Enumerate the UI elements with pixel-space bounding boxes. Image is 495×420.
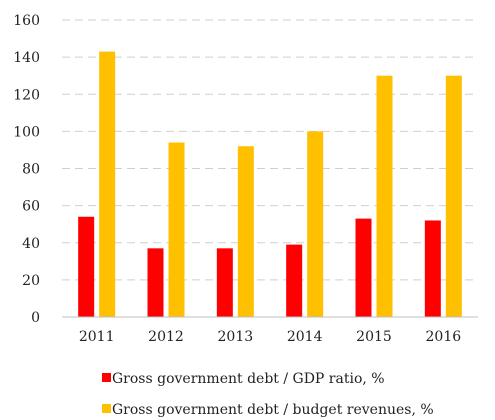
legend-swatch-0	[102, 373, 111, 382]
bars	[78, 51, 462, 318]
bar-series0-2013	[216, 248, 233, 317]
x-tick-label-2013: 2013	[218, 329, 254, 345]
bar-series0-2015	[355, 218, 372, 317]
x-tick-label-2015: 2015	[356, 329, 392, 345]
bar-series1-2011	[99, 51, 116, 318]
y-tick-label-100: 100	[13, 124, 40, 140]
bar-series1-2016	[445, 75, 462, 317]
x-axis-tick-labels: 2011 2012 2013 2014 2015 2016	[79, 329, 461, 345]
y-tick-label-140: 140	[13, 50, 40, 66]
x-tick-label-2014: 2014	[287, 329, 323, 345]
x-tick-label-2012: 2012	[148, 329, 184, 345]
y-tick-label-160: 160	[13, 13, 40, 29]
y-tick-label-120: 120	[13, 87, 40, 103]
legend-label-1: Gross government debt / budget revenues,…	[112, 402, 434, 418]
bar-series1-2013	[237, 146, 254, 317]
bar-series0-2012	[147, 248, 164, 317]
bar-series1-2015	[376, 75, 393, 317]
bar-series0-2014	[286, 244, 303, 317]
x-tick-label-2011: 2011	[79, 329, 115, 345]
bar-series1-2012	[168, 142, 185, 317]
y-tick-label-60: 60	[22, 199, 40, 215]
bar-series0-2011	[78, 216, 95, 317]
bar-series1-2014	[307, 131, 324, 317]
legend-label-0: Gross government debt / GDP ratio, %	[112, 371, 385, 387]
legend-swatch-1	[102, 404, 111, 413]
x-tick-label-2016: 2016	[426, 329, 462, 345]
bar-series0-2016	[424, 220, 441, 317]
y-axis-tick-labels: 0 20 40 60 80 100 120 140 160	[13, 13, 40, 326]
legend: Gross government debt / GDP ratio, % Gros…	[102, 371, 434, 418]
y-tick-label-40: 40	[22, 236, 40, 252]
y-tick-label-0: 0	[31, 310, 40, 326]
grid-lines	[62, 19, 478, 281]
y-tick-label-80: 80	[22, 162, 40, 178]
y-tick-label-20: 20	[22, 273, 40, 289]
